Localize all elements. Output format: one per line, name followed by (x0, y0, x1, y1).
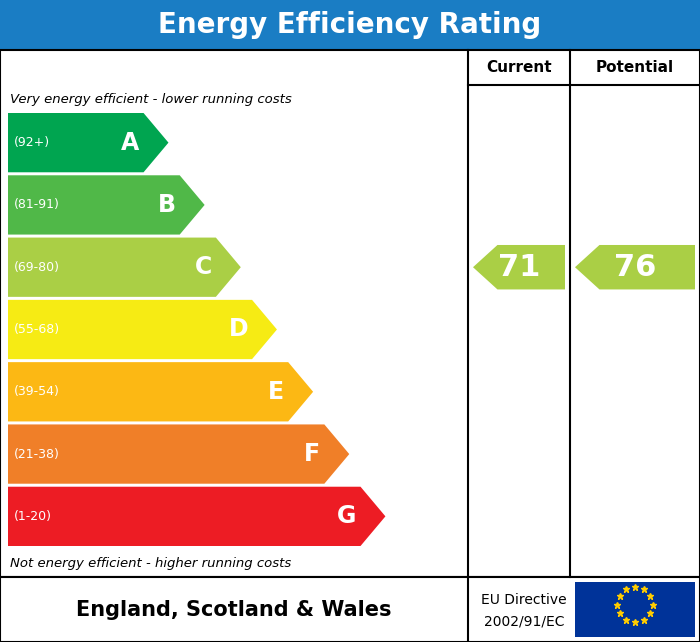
Text: G: G (337, 505, 356, 528)
Text: D: D (228, 318, 248, 342)
Text: EU Directive: EU Directive (481, 593, 567, 607)
Polygon shape (8, 113, 169, 172)
Text: 76: 76 (614, 253, 656, 282)
Text: (21-38): (21-38) (14, 447, 60, 460)
Text: E: E (268, 380, 284, 404)
Text: Current: Current (486, 60, 552, 75)
Polygon shape (8, 175, 204, 234)
Text: A: A (121, 130, 139, 155)
Polygon shape (8, 487, 386, 546)
Polygon shape (8, 238, 241, 297)
Text: Not energy efficient - higher running costs: Not energy efficient - higher running co… (10, 557, 291, 569)
Text: 2002/91/EC: 2002/91/EC (484, 614, 564, 629)
Text: (39-54): (39-54) (14, 385, 60, 398)
Polygon shape (8, 424, 349, 483)
Text: C: C (195, 256, 212, 279)
Polygon shape (8, 300, 277, 359)
Text: Very energy efficient - lower running costs: Very energy efficient - lower running co… (10, 92, 292, 105)
Text: F: F (304, 442, 321, 466)
Text: B: B (158, 193, 176, 217)
Text: Energy Efficiency Rating: Energy Efficiency Rating (158, 11, 542, 39)
Text: (1-20): (1-20) (14, 510, 52, 523)
Text: Potential: Potential (596, 60, 674, 75)
Bar (0, 50, 700, 577)
Polygon shape (575, 245, 695, 290)
Bar (575, 582, 695, 637)
Text: (69-80): (69-80) (14, 261, 60, 273)
Text: (55-68): (55-68) (14, 323, 60, 336)
Bar (0, 577, 700, 642)
Polygon shape (473, 245, 565, 290)
Text: England, Scotland & Wales: England, Scotland & Wales (76, 600, 392, 620)
Polygon shape (8, 362, 313, 421)
Text: (81-91): (81-91) (14, 198, 60, 211)
Text: 71: 71 (498, 253, 540, 282)
Text: (92+): (92+) (14, 136, 50, 149)
Bar (0, 0, 700, 50)
